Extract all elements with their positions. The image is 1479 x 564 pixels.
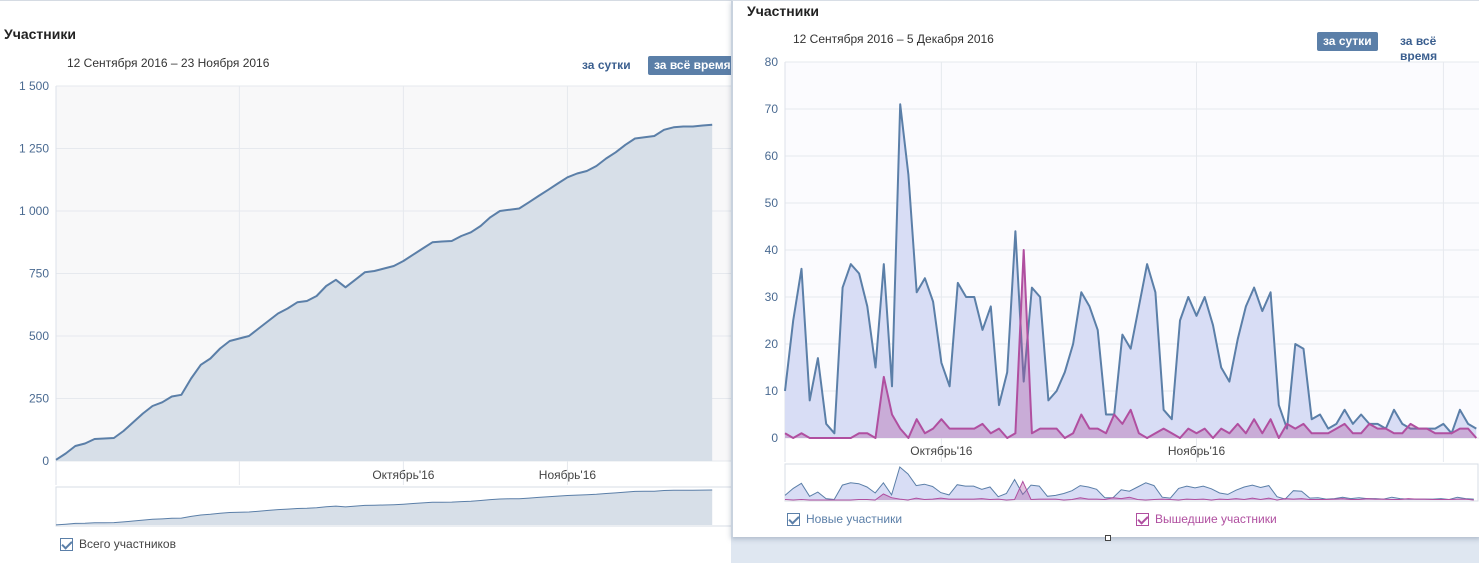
left-y-tick-label: 1 500: [19, 79, 49, 93]
left-date-range: 12 Сентября 2016 – 23 Ноября 2016: [67, 56, 270, 70]
legend-total-members-checkbox[interactable]: [60, 537, 73, 551]
right-all-time-button[interactable]: за всё время: [1400, 34, 1438, 63]
right-series-0-line: [784, 103, 1477, 435]
right-x-tick-label: Ноябрь'16: [1168, 444, 1226, 458]
left-daily-button[interactable]: за сутки: [582, 58, 631, 72]
left-y-tick-label: 0: [42, 454, 49, 468]
left-x-tick-label: Октябрь'16: [372, 468, 434, 482]
right-panel-title: Участники: [747, 3, 819, 19]
right-series-1-line: [784, 249, 1478, 439]
right-y-tick-label: 10: [765, 384, 779, 398]
legend-new-members-label: Новые участники: [806, 512, 903, 526]
left-series-0-line: [55, 123, 713, 461]
right-navigator-series-0-line: [784, 466, 1474, 501]
right-date-range: 12 Сентября 2016 – 5 Декабря 2016: [793, 32, 994, 46]
left-y-tick-label: 1 000: [19, 204, 49, 218]
right-y-tick-label: 40: [765, 243, 779, 257]
right-y-tick-label: 50: [765, 196, 779, 210]
right-y-tick-label: 30: [765, 290, 779, 304]
left-panel-title: Участники: [4, 26, 76, 42]
left-y-tick-label: 1 250: [19, 142, 49, 156]
left-series-0-area: [56, 124, 713, 462]
legend-left-members[interactable]: Вышедшие участники: [1136, 512, 1277, 526]
left-y-tick-label: 500: [29, 329, 49, 343]
legend-left-members-checkbox[interactable]: [1136, 512, 1149, 526]
legend-new-members-checkbox[interactable]: [787, 512, 800, 526]
right-y-tick-label: 20: [765, 337, 779, 351]
right-chart-panel: Участники 12 Сентября 2016 – 5 Декабря 2…: [731, 0, 1479, 537]
right-x-tick-label: Октябрь'16: [910, 444, 972, 458]
right-chart: 0 10 20 30 40 50 60 70 80 Октябрь'16 Ноябрь'16: [765, 55, 1479, 502]
right-navigator-series-1-line: [784, 480, 1474, 501]
left-navigator-series-0-line: [55, 489, 713, 526]
left-all-time-button[interactable]: за всё время: [648, 56, 737, 75]
left-navigator-series-0-area: [56, 490, 713, 525]
right-y-tick-label: 70: [765, 102, 779, 116]
right-y-tick-label: 80: [765, 55, 779, 69]
legend-total-members-label: Всего участников: [79, 537, 176, 551]
left-chart-panel: Участники 12 Сентября 2016 – 23 Ноября 2…: [0, 0, 738, 564]
resize-handle[interactable]: [1105, 535, 1111, 541]
left-chart: 0 250 500 750 1 000 1 250 1 500 Октябрь'16 Ноябр…: [19, 79, 738, 527]
left-y-tick-label: 250: [29, 392, 49, 406]
right-y-tick-label: 60: [765, 149, 779, 163]
left-y-tick-label: 750: [29, 267, 49, 281]
right-y-tick-label: 0: [771, 431, 778, 445]
right-daily-button[interactable]: за сутки: [1317, 32, 1378, 51]
legend-total-members[interactable]: Всего участников: [60, 537, 176, 551]
left-x-tick-label: Ноябрь'16: [539, 468, 597, 482]
legend-left-members-label: Вышедшие участники: [1155, 512, 1277, 526]
legend-new-members[interactable]: Новые участники: [787, 512, 902, 526]
